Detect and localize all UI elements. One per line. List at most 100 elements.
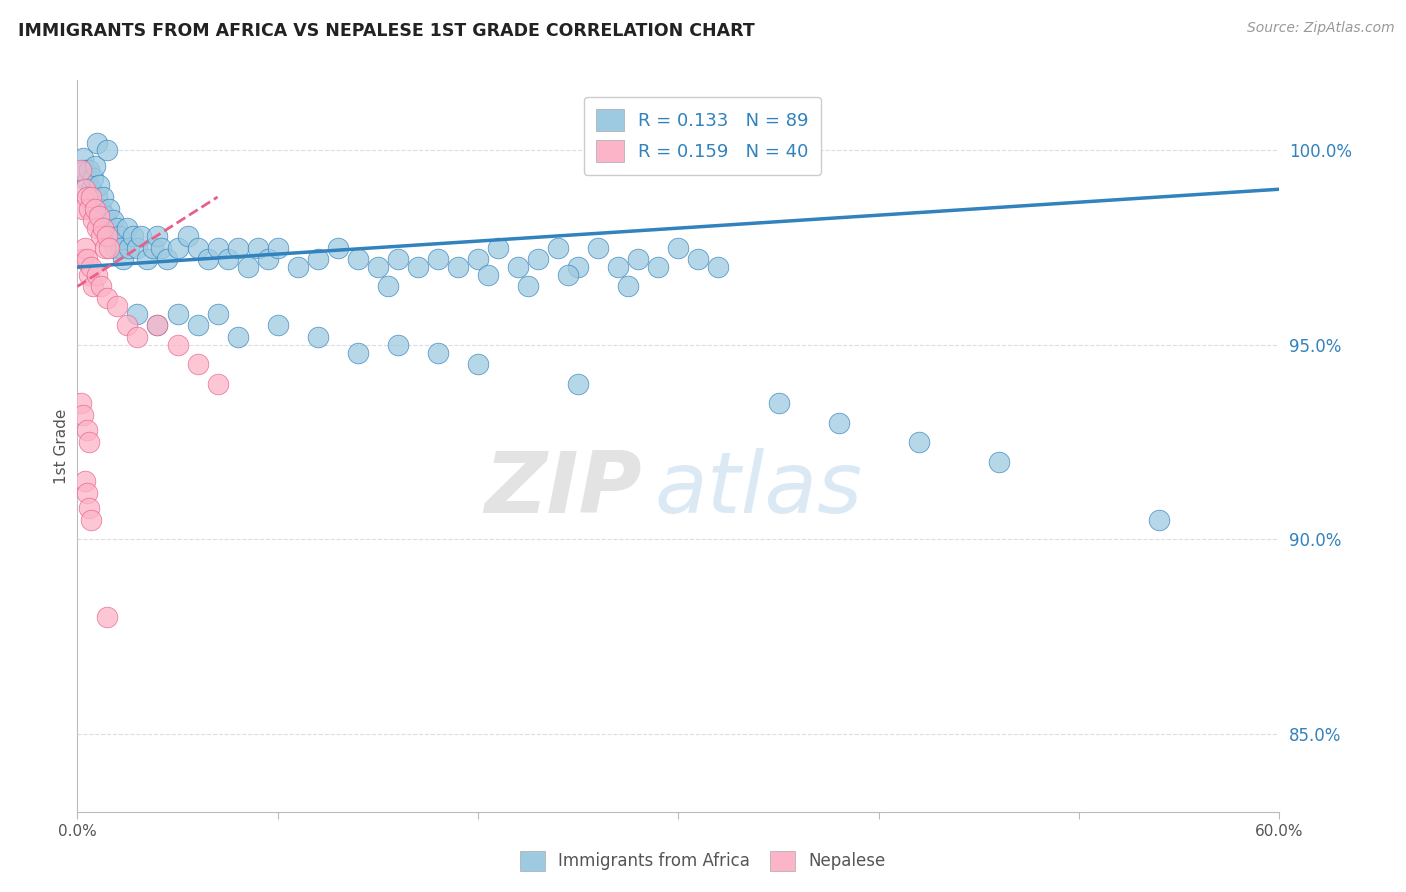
Point <box>94 210 117 224</box>
Point <box>828 416 851 430</box>
Point <box>226 241 249 255</box>
Point <box>93 190 115 204</box>
Point <box>617 279 640 293</box>
Point <box>131 228 153 243</box>
Point <box>76 174 98 188</box>
Point <box>98 241 121 255</box>
Point <box>79 268 101 282</box>
Point <box>90 202 112 216</box>
Point <box>104 241 127 255</box>
Point <box>86 190 108 204</box>
Point <box>82 213 104 227</box>
Point <box>72 408 94 422</box>
Point <box>567 376 589 391</box>
Point <box>82 170 104 185</box>
Point <box>688 252 710 267</box>
Point <box>96 610 118 624</box>
Point <box>89 210 111 224</box>
Point <box>107 299 129 313</box>
Point <box>287 260 309 274</box>
Point <box>96 144 118 158</box>
Point <box>89 178 111 193</box>
Point <box>136 252 159 267</box>
Legend: Immigrants from Africa, Nepalese: Immigrants from Africa, Nepalese <box>512 842 894 880</box>
Point <box>84 202 107 216</box>
Point <box>156 252 179 267</box>
Point <box>607 260 630 274</box>
Point <box>103 213 125 227</box>
Point <box>70 162 93 177</box>
Point <box>207 307 229 321</box>
Point <box>79 202 101 216</box>
Point <box>768 396 790 410</box>
Point <box>82 279 104 293</box>
Point <box>166 307 188 321</box>
Point <box>256 252 278 267</box>
Point <box>127 330 149 344</box>
Point <box>75 182 97 196</box>
Point <box>146 318 169 333</box>
Point <box>96 291 118 305</box>
Point <box>486 241 509 255</box>
Point <box>75 241 97 255</box>
Point <box>150 241 173 255</box>
Point <box>96 221 118 235</box>
Point <box>142 241 165 255</box>
Point <box>79 435 101 450</box>
Point <box>367 260 389 274</box>
Y-axis label: 1st Grade: 1st Grade <box>53 409 69 483</box>
Point <box>80 513 103 527</box>
Point <box>72 252 94 267</box>
Point <box>647 260 669 274</box>
Point <box>86 221 108 235</box>
Point <box>75 474 97 488</box>
Point <box>187 357 209 371</box>
Point <box>377 279 399 293</box>
Point <box>80 182 103 196</box>
Point <box>668 241 690 255</box>
Point <box>207 376 229 391</box>
Point <box>406 260 429 274</box>
Point <box>76 190 98 204</box>
Point <box>447 260 470 274</box>
Point <box>146 228 169 243</box>
Point <box>988 454 1011 468</box>
Point <box>127 307 149 321</box>
Point <box>96 228 118 243</box>
Point <box>110 241 132 255</box>
Point <box>197 252 219 267</box>
Point <box>508 260 530 274</box>
Point <box>387 338 409 352</box>
Text: IMMIGRANTS FROM AFRICA VS NEPALESE 1ST GRADE CORRELATION CHART: IMMIGRANTS FROM AFRICA VS NEPALESE 1ST G… <box>18 22 755 40</box>
Point <box>557 268 579 282</box>
Point <box>326 241 349 255</box>
Point <box>347 345 370 359</box>
Point <box>467 357 489 371</box>
Point <box>246 241 269 255</box>
Point <box>517 279 540 293</box>
Point <box>236 260 259 274</box>
Point <box>79 501 101 516</box>
Point <box>93 221 115 235</box>
Point <box>387 252 409 267</box>
Point <box>107 221 129 235</box>
Point <box>347 252 370 267</box>
Point <box>90 279 112 293</box>
Point <box>76 485 98 500</box>
Point <box>1149 513 1171 527</box>
Text: atlas: atlas <box>654 449 862 532</box>
Point <box>547 241 569 255</box>
Point <box>267 318 290 333</box>
Point <box>567 260 589 274</box>
Point <box>86 268 108 282</box>
Point <box>117 221 139 235</box>
Point <box>627 252 650 267</box>
Point <box>267 241 290 255</box>
Point <box>76 424 98 438</box>
Point <box>90 228 112 243</box>
Point <box>100 228 122 243</box>
Point <box>307 252 329 267</box>
Point <box>166 338 188 352</box>
Point <box>112 252 135 267</box>
Point <box>707 260 730 274</box>
